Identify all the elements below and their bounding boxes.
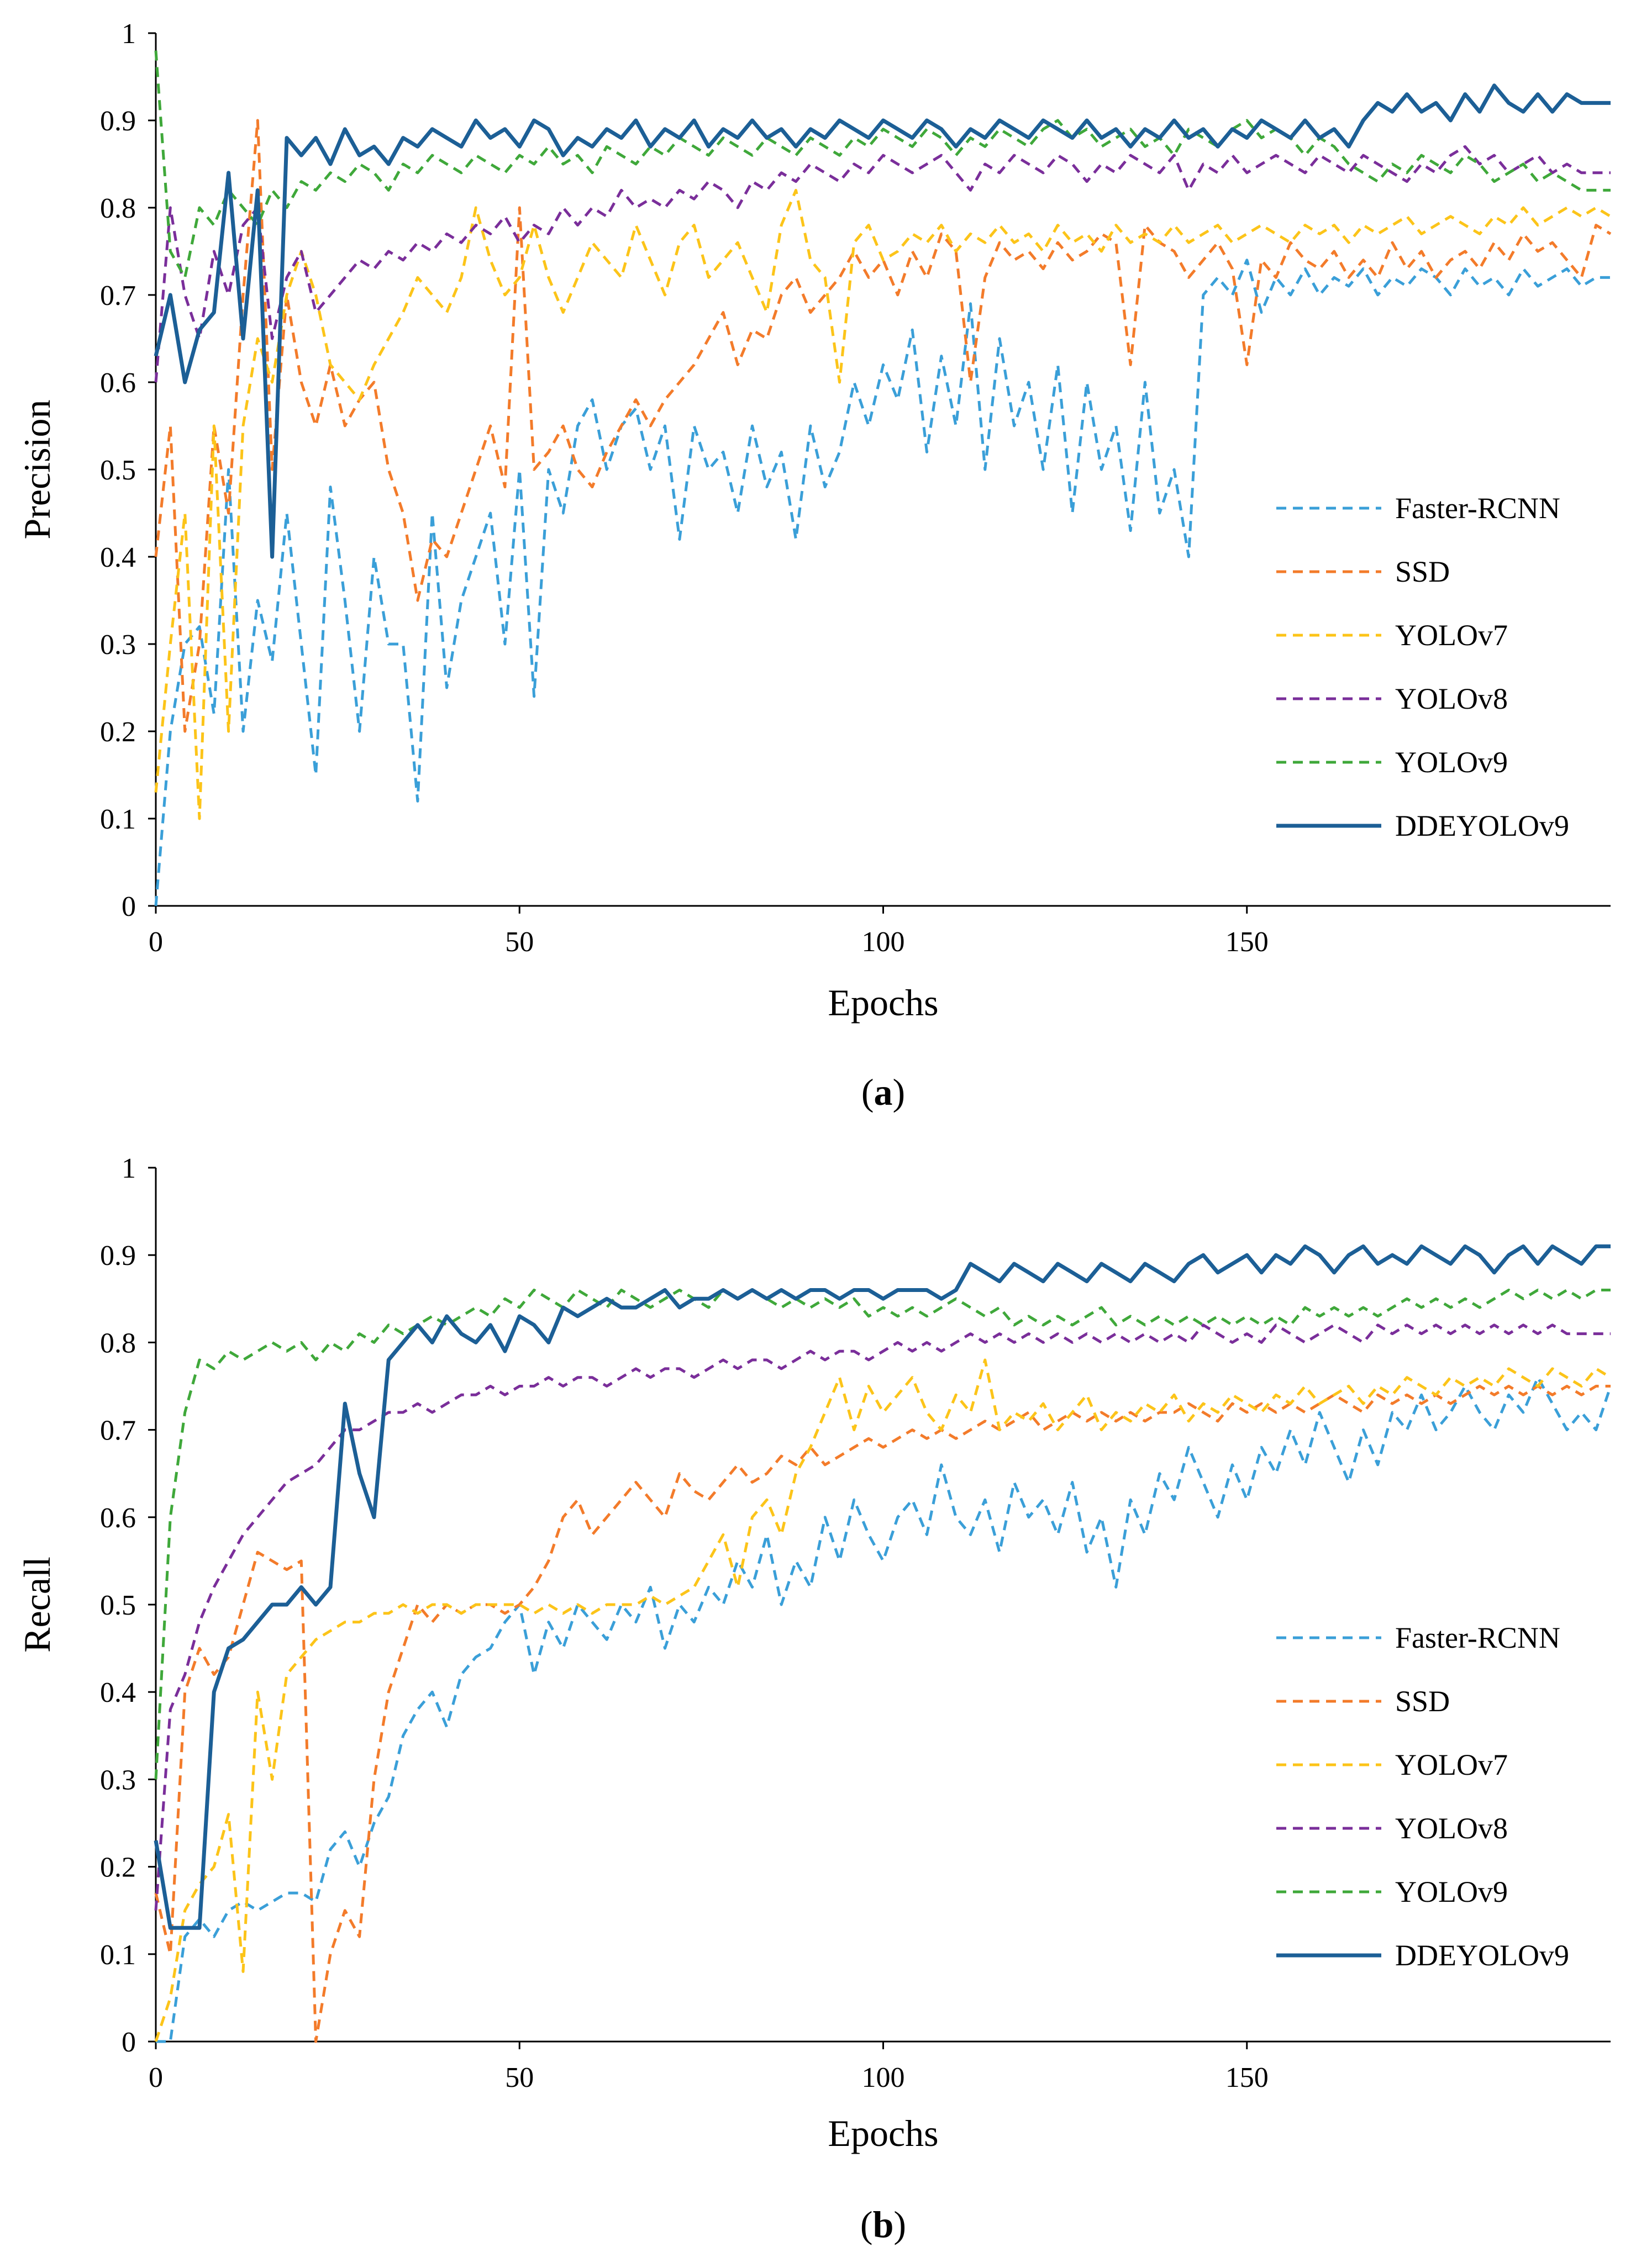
legend-label: YOLOv9 (1395, 1875, 1508, 1908)
x-tick-label: 0 (149, 926, 163, 958)
y-tick-label: 0.8 (100, 193, 136, 224)
series-line-ddeyolov9 (154, 83, 1611, 559)
y-tick-label: 0.8 (100, 1327, 136, 1359)
series-line-faster-rcnn (154, 259, 1611, 906)
y-axis-title: Recall (16, 1557, 58, 1653)
series-line-yolov8 (154, 145, 1611, 383)
y-tick-label: 0.6 (100, 367, 136, 399)
panel-caption: (b) (860, 2203, 906, 2245)
precision-chart: 0 0.1 0.2 0.3 0.4 0.5 0.6 0.7 0.8 0.9 1 0 50 100 150 Ep… (16, 18, 1612, 1113)
y-tick-label: 0.3 (100, 629, 136, 661)
legend-label: YOLOv9 (1395, 746, 1508, 779)
y-tick-label: 0 (122, 891, 136, 922)
legend-label: YOLOv8 (1395, 1812, 1508, 1845)
legend-label: DDEYOLOv9 (1395, 1939, 1569, 1972)
legend: Faster-RCNN SSD YOLOv7 YOLOv8 YOLOv9 DDEYOLOv… (1276, 1621, 1569, 1972)
x-tick-label: 50 (505, 926, 534, 958)
x-tick-label: 150 (1225, 2062, 1269, 2093)
legend: Faster-RCNN SSD YOLOv7 YOLOv8 YOLOv9 DDEYOLOv… (1276, 492, 1569, 842)
y-tick-label: 1 (122, 1153, 136, 1184)
x-tick-label: 0 (149, 2062, 163, 2093)
x-axis-title: Epochs (828, 982, 938, 1024)
legend-label: YOLOv8 (1395, 682, 1508, 715)
x-tick-label: 100 (862, 926, 905, 958)
recall-chart: 0 0.1 0.2 0.3 0.4 0.5 0.6 0.7 0.8 0.9 1 0 50 100 150 Ep… (16, 1153, 1612, 2245)
y-tick-label: 0.4 (100, 1677, 136, 1708)
y-tick-label: 0.4 (100, 542, 136, 573)
x-tick-label: 50 (505, 2062, 534, 2093)
series-line-yolov8 (154, 1323, 1611, 1911)
y-tick-label: 0.2 (100, 1852, 136, 1884)
series-line-ddeyolov9 (154, 1244, 1611, 1930)
y-tick-label: 0.5 (100, 1590, 136, 1621)
series-line-yolov7 (154, 188, 1612, 820)
series-line-ssd (154, 119, 1612, 733)
series-line-faster-rcnn (156, 1376, 1612, 2043)
y-tick-label: 0.3 (100, 1764, 136, 1796)
legend-label: Faster-RCNN (1395, 1621, 1560, 1654)
series-line-yolov9 (154, 1289, 1611, 1780)
legend-label: SSD (1395, 555, 1450, 588)
y-tick-label: 0.1 (100, 1939, 136, 1971)
y-tick-label: 0.9 (100, 1240, 136, 1272)
y-axis-title: Precision (16, 399, 58, 539)
series-line-yolov7 (154, 1358, 1612, 2042)
series-line-yolov9 (154, 50, 1611, 279)
y-tick-label: 0.7 (100, 280, 136, 312)
x-axis-title: Epochs (828, 2112, 938, 2154)
legend-label: SSD (1395, 1685, 1450, 1718)
y-tick-label: 0.9 (100, 106, 136, 137)
y-tick-label: 0.7 (100, 1415, 136, 1447)
legend-label: YOLOv7 (1395, 1748, 1508, 1781)
legend-label: YOLOv7 (1395, 619, 1508, 652)
y-tick-label: 0.6 (100, 1502, 136, 1534)
y-tick-label: 1 (122, 18, 136, 50)
y-tick-label: 0.2 (100, 716, 136, 748)
y-tick-label: 0.5 (100, 455, 136, 486)
y-tick-label: 0.1 (100, 804, 136, 835)
x-tick-label: 150 (1225, 926, 1269, 958)
series-line-ssd (154, 1385, 1611, 2043)
panel-caption: (a) (861, 1071, 905, 1113)
legend-label: Faster-RCNN (1395, 492, 1560, 525)
precision-chart-panel: 0 0.1 0.2 0.3 0.4 0.5 0.6 0.7 0.8 0.9 1 0 50 100 150 Ep… (0, 0, 1636, 1132)
x-tick-label: 100 (862, 2062, 905, 2093)
y-tick-label: 0 (122, 2027, 136, 2058)
legend-label: DDEYOLOv9 (1395, 809, 1569, 842)
recall-chart-panel: 0 0.1 0.2 0.3 0.4 0.5 0.6 0.7 0.8 0.9 1 0 50 100 150 Ep… (0, 1132, 1636, 2268)
